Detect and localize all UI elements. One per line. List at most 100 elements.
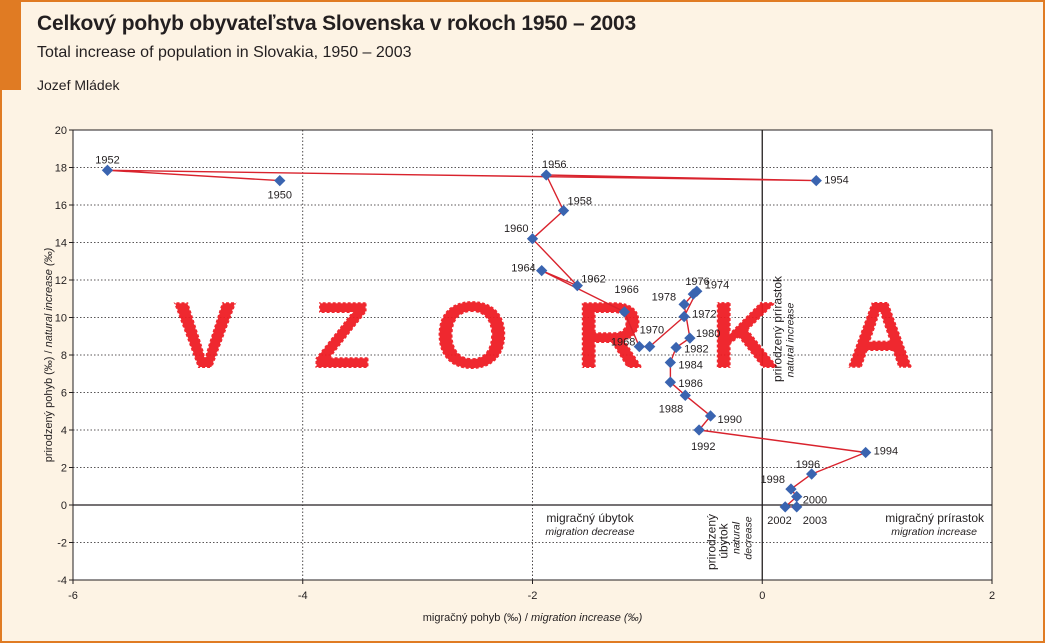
y-tick-label: 20: [55, 125, 67, 137]
data-point-marker: [779, 501, 791, 513]
data-point-marker: [274, 174, 286, 187]
quadrant-label-migration-decrease: migračný úbytok: [546, 511, 634, 525]
chart-author: Jozef Mládek: [37, 77, 120, 93]
data-point-label: 1956: [542, 159, 566, 171]
data-point-label: 1978: [652, 291, 676, 303]
quadrant-label-migration-increase: migračný prírastok: [885, 511, 985, 525]
data-point-marker: [571, 279, 583, 292]
data-point-marker: [693, 424, 705, 436]
data-point-label: 1972: [692, 309, 716, 321]
y-tick-label: 12: [55, 275, 67, 287]
data-point-label: 1976: [685, 276, 709, 288]
watermark-letter: O: [435, 282, 510, 389]
data-point-marker: [679, 389, 691, 401]
y-tick-label: 6: [61, 388, 67, 400]
data-point-marker: [670, 341, 682, 354]
data-point-marker: [687, 288, 699, 300]
data-point-label: 1950: [268, 190, 292, 202]
y-tick-label: 18: [55, 163, 67, 175]
watermark-letter: K: [710, 282, 779, 389]
x-tick-label: -6: [68, 590, 78, 602]
frame-right-border: [1043, 0, 1045, 643]
data-point-marker: [644, 340, 656, 353]
data-point-marker: [785, 483, 797, 495]
data-point-marker: [664, 376, 677, 388]
y-tick-label: 2: [61, 463, 67, 475]
data-point-label: 1982: [684, 344, 708, 356]
data-point-marker: [526, 233, 539, 245]
data-point-marker: [810, 174, 822, 187]
data-point-label: 1962: [581, 274, 605, 286]
data-point-label: 1966: [614, 284, 638, 296]
data-point-label: 1970: [640, 325, 664, 337]
frame-bottom-border: [0, 641, 1045, 643]
data-point-marker: [791, 501, 803, 513]
watermark-letter: Z: [313, 282, 372, 389]
x-tick-label: -2: [528, 590, 538, 602]
y-tick-label: 14: [55, 238, 67, 250]
quadrant-label-migration-increase-en: migration increase: [891, 526, 977, 538]
data-point-label: 1960: [504, 223, 528, 235]
y-axis-title: prirodzený pohyb (‰) / natural increase …: [43, 247, 55, 462]
data-point-marker: [678, 310, 690, 323]
y-tick-label: 4: [61, 425, 67, 437]
y-tick-label: 0: [61, 500, 67, 512]
quadrant-label-natural-decrease: prirodzený: [704, 514, 718, 570]
quadrant-label-natural-increase-en: natural increase: [784, 302, 796, 377]
data-point-label: 1986: [678, 378, 702, 390]
data-point-label: 1968: [611, 337, 635, 349]
frame-top-border: [0, 0, 1045, 2]
data-point-label: 2002: [767, 515, 791, 527]
quadrant-label-natural-decrease-en: decrease: [742, 516, 754, 559]
data-point-label: 2003: [803, 515, 827, 527]
chart-title: Celkový pohyb obyvateľstva Slovenska v r…: [37, 12, 636, 35]
data-point-marker: [557, 204, 570, 217]
data-point-label: 1980: [696, 328, 720, 340]
data-point-label: 1988: [659, 403, 683, 415]
quadrant-label-natural-increase: prirodzený prírastok: [770, 275, 784, 382]
y-tick-label: 16: [55, 200, 67, 212]
data-point-marker: [791, 490, 803, 503]
data-point-marker: [633, 340, 645, 353]
x-axis-title: migračný pohyb (‰) / migration increase …: [423, 612, 643, 624]
data-point-label: 1994: [874, 446, 898, 458]
data-point-marker: [664, 356, 677, 369]
data-point-marker: [704, 410, 717, 422]
x-tick-label: 2: [989, 590, 995, 602]
quadrant-label-natural-decrease: úbytok: [716, 522, 730, 558]
data-point-marker: [536, 264, 548, 277]
y-tick-label: -4: [57, 575, 67, 587]
frame-left-border: [0, 90, 2, 643]
watermark-letter: V: [173, 282, 237, 389]
quadrant-label-natural-decrease-en: natural: [730, 521, 742, 554]
x-tick-label: 0: [759, 590, 765, 602]
data-point-marker: [540, 169, 552, 181]
data-point-label: 1990: [718, 414, 742, 426]
data-point-marker: [859, 446, 872, 459]
data-point-label: 1964: [511, 263, 535, 275]
series-line: [106, 169, 867, 508]
data-point-marker: [678, 298, 690, 311]
chart-subtitle: Total increase of population in Slovakia…: [37, 44, 412, 61]
data-point-label: 1992: [691, 441, 715, 453]
data-point-label: 1974: [705, 279, 729, 291]
data-point-marker: [618, 306, 631, 318]
data-point-marker: [805, 468, 818, 480]
x-tick-label: -4: [298, 590, 308, 602]
data-point-label: 1984: [678, 360, 702, 372]
quadrant-label-migration-decrease-en: migration decrease: [545, 526, 634, 538]
data-point-label: 1954: [824, 175, 848, 187]
orange-corner-tab: [0, 0, 21, 90]
watermark-letter: R: [575, 282, 644, 389]
data-point-label: 1952: [95, 154, 119, 166]
data-point-label: 2000: [803, 495, 827, 507]
y-tick-label: -2: [57, 538, 67, 550]
y-tick-label: 8: [61, 350, 67, 362]
y-tick-label: 10: [55, 313, 67, 325]
data-point-label: 1958: [568, 196, 592, 208]
watermark-letter: A: [845, 282, 914, 389]
data-point-marker: [684, 332, 696, 344]
data-point-label: 1998: [760, 474, 784, 486]
data-point-label: 1996: [796, 459, 820, 471]
